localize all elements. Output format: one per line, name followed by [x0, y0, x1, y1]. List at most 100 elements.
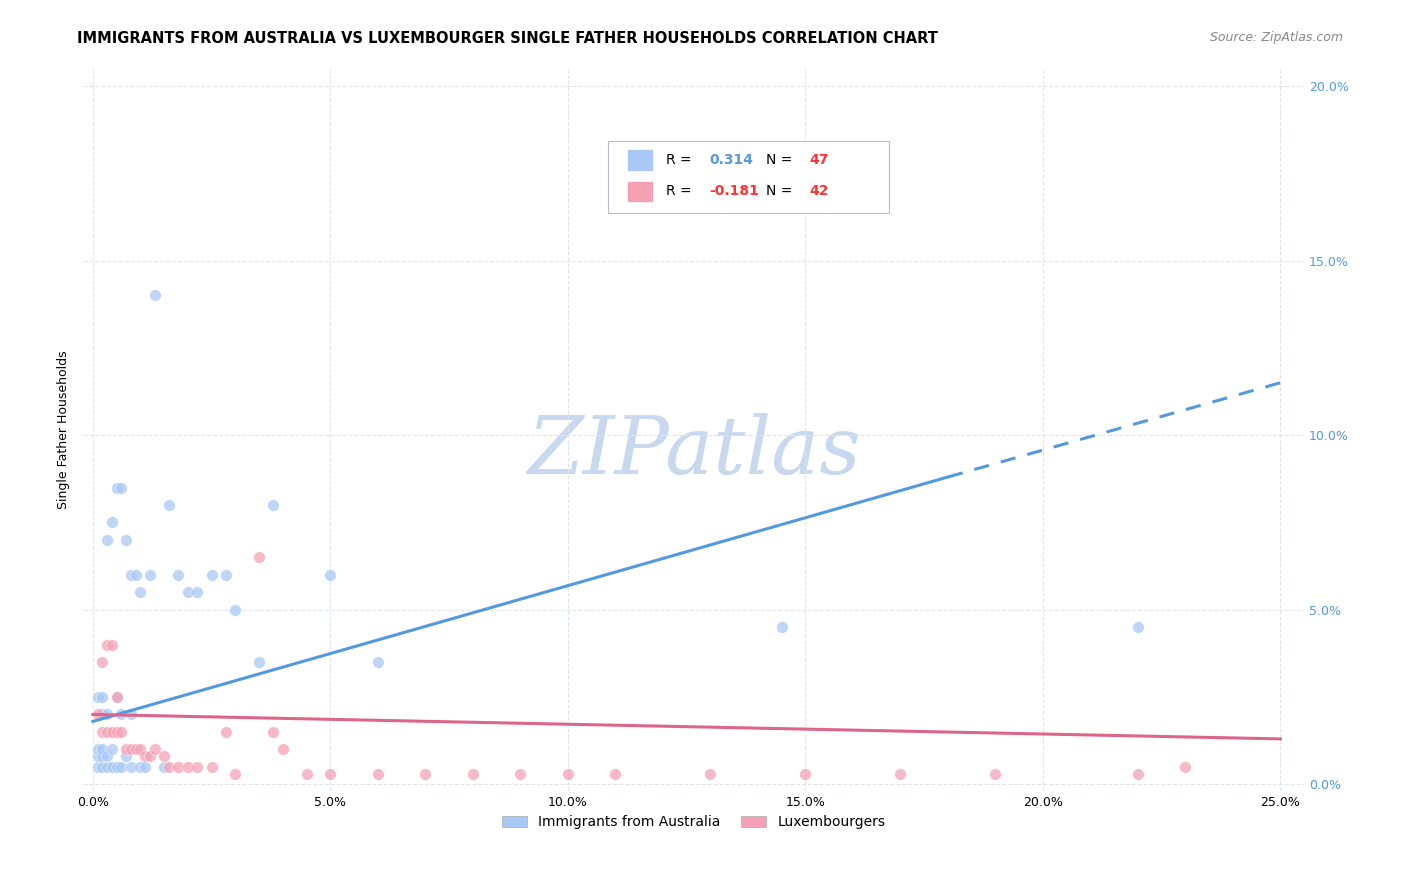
Point	[86, 707, 108, 722]
Point	[86, 690, 108, 704]
Text: 47: 47	[810, 153, 830, 168]
Point	[101, 760, 124, 774]
Point	[86, 749, 108, 764]
Point	[319, 567, 342, 582]
Point	[120, 567, 142, 582]
Point	[96, 707, 118, 722]
Point	[177, 760, 200, 774]
Point	[96, 725, 118, 739]
Point	[115, 742, 138, 756]
Point	[224, 766, 246, 780]
Text: R =: R =	[665, 185, 696, 198]
Point	[201, 567, 224, 582]
Text: 42: 42	[810, 185, 830, 198]
Point	[509, 766, 531, 780]
Point	[110, 707, 132, 722]
Text: R =: R =	[665, 153, 696, 168]
Point	[105, 481, 128, 495]
Point	[201, 760, 224, 774]
Point	[101, 638, 124, 652]
Point	[157, 498, 180, 512]
Point	[177, 585, 200, 599]
Point	[91, 725, 114, 739]
Point	[86, 760, 108, 774]
Point	[129, 760, 152, 774]
Text: ZIPatlas: ZIPatlas	[527, 413, 860, 491]
Point	[1174, 760, 1197, 774]
Point	[105, 690, 128, 704]
Bar	[627, 150, 654, 171]
Point	[129, 585, 152, 599]
Point	[153, 760, 176, 774]
Point	[271, 742, 294, 756]
Point	[115, 533, 138, 547]
Point	[129, 742, 152, 756]
Text: Source: ZipAtlas.com: Source: ZipAtlas.com	[1209, 31, 1343, 45]
Point	[262, 498, 284, 512]
Point	[110, 725, 132, 739]
Legend: Immigrants from Australia, Luxembourgers: Immigrants from Australia, Luxembourgers	[496, 810, 891, 835]
Text: -0.181: -0.181	[710, 185, 759, 198]
Point	[91, 749, 114, 764]
Point	[139, 567, 162, 582]
Point	[120, 707, 142, 722]
Point	[157, 760, 180, 774]
Y-axis label: Single Father Households: Single Father Households	[58, 351, 70, 509]
Point	[167, 760, 190, 774]
Point	[557, 766, 579, 780]
Point	[139, 749, 162, 764]
Point	[224, 603, 246, 617]
Point	[91, 707, 114, 722]
Point	[143, 742, 166, 756]
Point	[889, 766, 911, 780]
Point	[96, 760, 118, 774]
Point	[101, 742, 124, 756]
Point	[110, 481, 132, 495]
Point	[124, 742, 146, 756]
Point	[124, 567, 146, 582]
Point	[105, 760, 128, 774]
Point	[96, 749, 118, 764]
Point	[605, 766, 627, 780]
Point	[115, 749, 138, 764]
Point	[134, 760, 156, 774]
Point	[319, 766, 342, 780]
Point	[367, 766, 389, 780]
Point	[110, 760, 132, 774]
Point	[1126, 620, 1149, 634]
Text: N =: N =	[766, 153, 797, 168]
Point	[105, 690, 128, 704]
Point	[96, 533, 118, 547]
Point	[699, 766, 721, 780]
Point	[91, 742, 114, 756]
Point	[215, 567, 238, 582]
Point	[86, 742, 108, 756]
FancyBboxPatch shape	[609, 141, 889, 213]
Point	[120, 742, 142, 756]
Text: 0.314: 0.314	[710, 153, 754, 168]
Point	[91, 760, 114, 774]
Point	[247, 550, 270, 565]
Point	[96, 638, 118, 652]
Point	[984, 766, 1007, 780]
Point	[143, 288, 166, 302]
Point	[167, 567, 190, 582]
Point	[134, 749, 156, 764]
Bar	[627, 180, 654, 202]
Point	[91, 690, 114, 704]
Point	[367, 655, 389, 669]
Point	[794, 766, 817, 780]
Point	[247, 655, 270, 669]
Point	[415, 766, 437, 780]
Point	[186, 585, 208, 599]
Point	[105, 725, 128, 739]
Point	[120, 760, 142, 774]
Point	[101, 516, 124, 530]
Point	[1126, 766, 1149, 780]
Text: N =: N =	[766, 185, 797, 198]
Point	[770, 620, 793, 634]
Point	[262, 725, 284, 739]
Point	[91, 655, 114, 669]
Point	[186, 760, 208, 774]
Point	[101, 725, 124, 739]
